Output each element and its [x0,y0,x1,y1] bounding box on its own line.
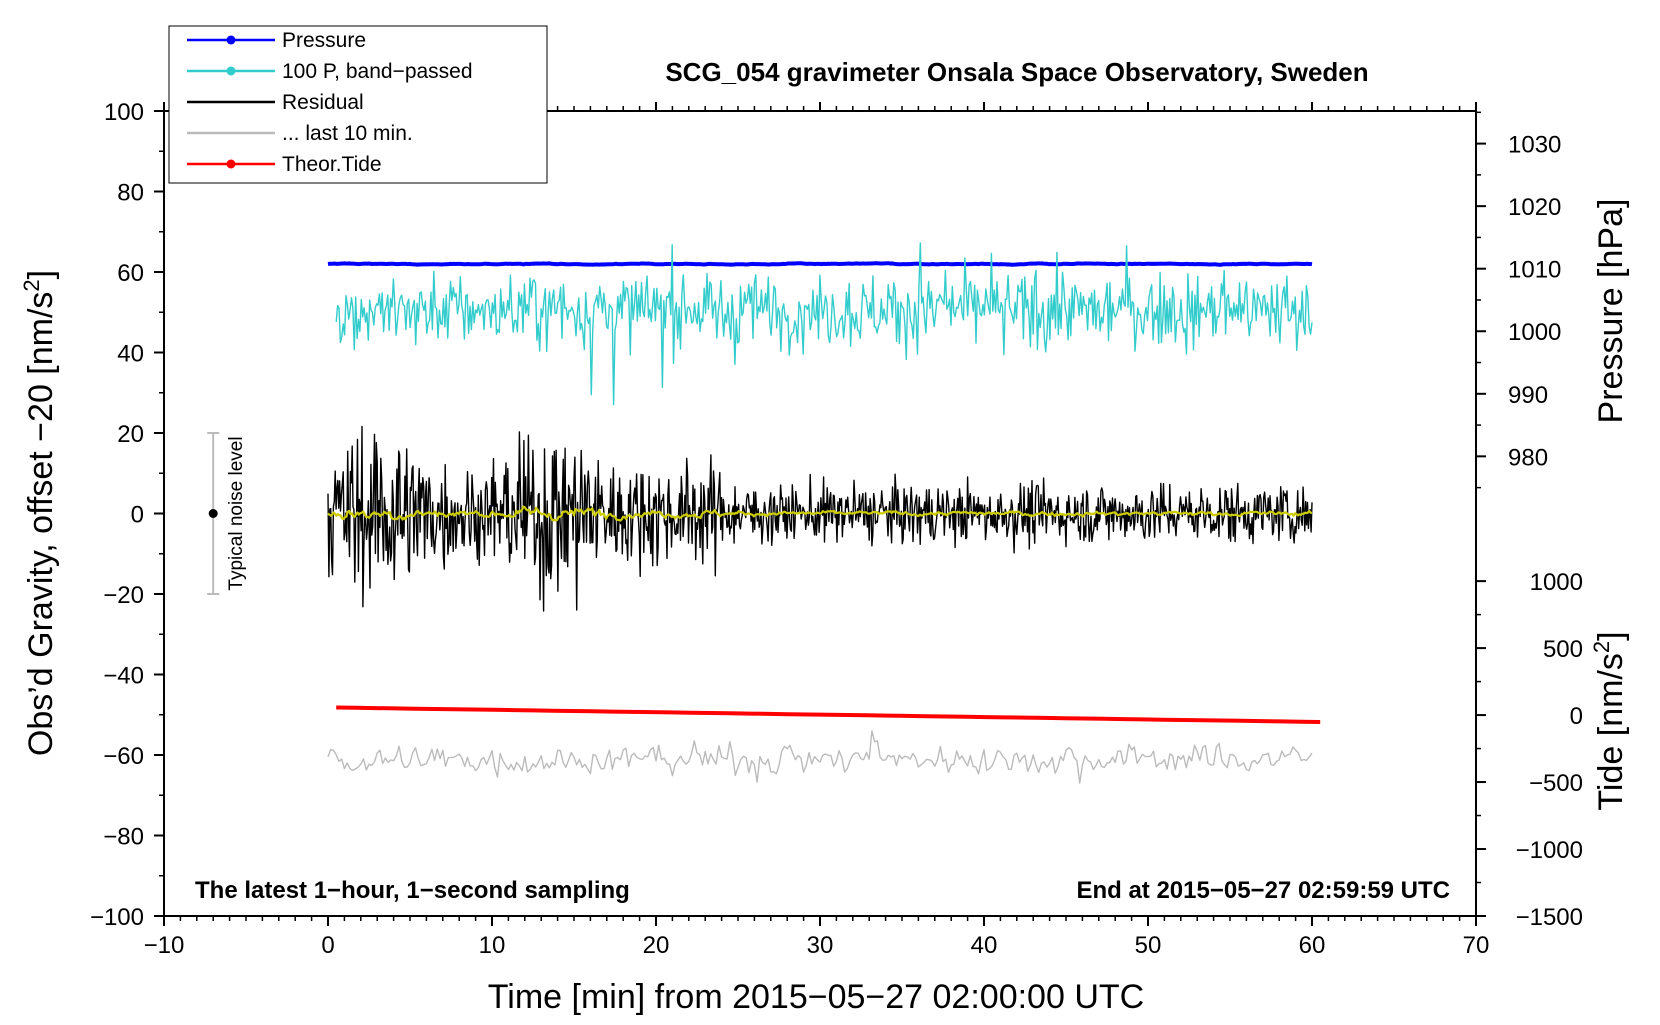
chart-title: SCG_054 gravimeter Onsala Space Observat… [665,57,1368,87]
pressure-tick-label: 990 [1508,382,1548,409]
noise-marker: Typical noise level [207,432,247,595]
x-tick-label: 0 [321,932,334,959]
tide-tick-label: −500 [1529,770,1583,797]
tide-tick-label: 1000 [1530,569,1583,596]
series-layer [327,242,1321,784]
y-tick-label: −100 [90,904,144,931]
pressure-tick-label: 1010 [1508,257,1561,284]
y-tick-label: 60 [117,260,144,287]
pressure-tick-label: 980 [1508,444,1548,471]
series-pressure-line [327,261,1313,267]
note-left: The latest 1−hour, 1−second sampling [195,877,630,904]
tide-axis-title-sup: 2 [1589,641,1614,653]
legend-label: ... last 10 min. [282,122,413,145]
legend-label: Pressure [282,29,366,52]
x-axis: −10 0 10 20 30 40 50 60 70 [144,102,1490,959]
y-tick-label: 80 [117,180,144,207]
x-tick-label: 40 [971,932,998,959]
x-tick-label: −10 [144,932,185,959]
legend-marker [226,159,236,169]
y-axis-title-close: ] [22,270,60,279]
pressure-tick-label: 1000 [1508,319,1561,346]
series-last-10-min-line [327,730,1313,784]
x-tick-label: 50 [1135,932,1162,959]
tide-tick-label: −1500 [1516,904,1583,931]
x-tick-label: 10 [479,932,506,959]
legend-label: Residual [282,91,364,114]
y-tick-label: −60 [103,743,144,770]
noise-label: Typical noise level [226,436,247,590]
legend-box [168,25,548,184]
series-theor-tide-line [336,705,1321,724]
series-residual-line [327,425,1313,612]
legend-marker [226,35,236,45]
x-tick-label: 20 [643,932,670,959]
y-tick-label: −40 [103,663,144,690]
pressure-axis-title: Pressure [hPa] [1592,199,1630,424]
y-axis-title-main: Obs’d Gravity, offset −20 [nm/s [22,292,60,757]
tide-axis-title-main: Tide [nm/s [1592,653,1630,810]
tide-axis-title-close: ] [1592,631,1630,640]
y-axis-title-sup: 2 [19,279,44,291]
x-tick-label: 70 [1463,932,1490,959]
tide-tick-label: −1000 [1516,837,1583,864]
legend-label: Theor.Tide [282,153,382,176]
x-tick-label: 60 [1299,932,1326,959]
legend: Pressure 100 P, band−passed Residual ... la… [187,29,473,176]
series-residual-filtered-line [327,505,1313,522]
pressure-tick-label: 1020 [1508,194,1561,221]
tide-tick-label: 0 [1570,703,1583,730]
y-tick-label: 20 [117,421,144,448]
y-axis-tide: −1500 −1000 −500 0 500 1000 [1476,569,1583,931]
tide-axis-title: Tide [nm/s2] [1589,631,1630,810]
y-axis-title: Obs’d Gravity, offset −20 [nm/s2] [19,270,60,756]
y-tick-label: 40 [117,341,144,368]
legend-marker [226,66,236,76]
pressure-tick-label: 1030 [1508,132,1561,159]
noise-dot [208,509,218,518]
y-tick-label: 0 [131,502,144,529]
x-axis-title: Time [min] from 2015−05−27 02:00:00 UTC [488,978,1144,1016]
x-tick-label: 30 [807,932,834,959]
y-tick-label: −80 [103,824,144,851]
y-axis-gravity: −100 −80 −60 −40 −20 0 20 40 60 80 100 [90,99,164,931]
y-axis-pressure: 980 990 1000 1010 1020 1030 [1476,111,1561,489]
legend-label: 100 P, band−passed [282,60,473,83]
tide-tick-label: 500 [1543,636,1583,663]
note-right: End at 2015−05−27 02:59:59 UTC [1076,877,1450,904]
series-100-p-band-passed-line [335,242,1313,406]
y-tick-label: −20 [103,582,144,609]
y-tick-label: 100 [104,99,144,126]
